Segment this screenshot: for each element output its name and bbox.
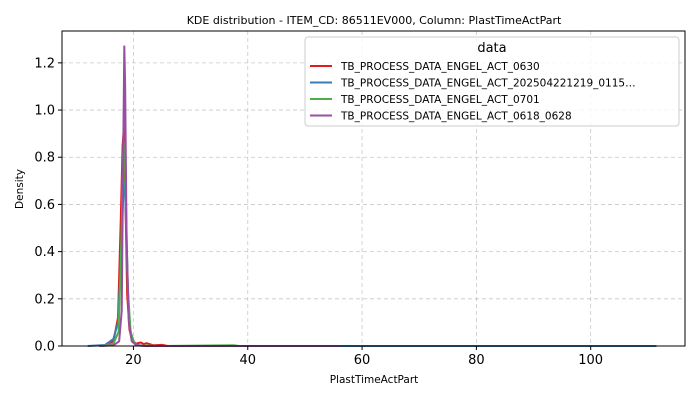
legend-entry-label: TB_PROCESS_DATA_ENGEL_ACT_0630: [340, 61, 540, 73]
legend-frame: [304, 36, 680, 127]
axis-ticks: 20 40 60 80 100 0.0 0.2 0.4 0.6 0.8 1.0 1.2: [34, 56, 603, 368]
series-line-2: [87, 179, 657, 347]
x-tick-label: 80: [468, 353, 485, 368]
y-tick-label: 0.8: [34, 151, 55, 166]
y-tick-label: 1.2: [34, 56, 55, 71]
x-tick-label: 20: [125, 353, 142, 368]
y-tick-label: 0.6: [34, 198, 55, 213]
legend-entry-label: TB_PROCESS_DATA_ENGEL_ACT_202504221219_0…: [340, 78, 636, 90]
x-tick-label: 40: [239, 353, 256, 368]
legend-entry-label: TB_PROCESS_DATA_ENGEL_ACT_0618_0628: [340, 111, 572, 123]
legend: data TB_PROCESS_DATA_ENGEL_ACT_0630TB_PR…: [304, 36, 680, 127]
y-tick-label: 0.2: [34, 292, 55, 307]
y-tick-label: 0.4: [34, 245, 55, 260]
series-line-4: [99, 45, 340, 347]
x-tick-label: 100: [578, 353, 603, 368]
legend-title: data: [477, 41, 506, 56]
y-tick-label: 1.0: [34, 104, 55, 119]
legend-items: TB_PROCESS_DATA_ENGEL_ACT_0630 TB_PROCESS…: [310, 61, 636, 123]
chart-title: KDE distribution - ITEM_CD: 86511EV000, …: [187, 14, 562, 27]
x-tick-label: 60: [354, 353, 371, 368]
series-line-1: [104, 125, 340, 347]
plot-frame: [61, 30, 686, 347]
legend-entry-label: TB_PROCESS_DATA_ENGEL_ACT_0701: [340, 94, 540, 106]
series-line-3: [101, 142, 305, 347]
y-tick-label: 0.0: [34, 340, 55, 355]
x-axis-label: PlastTimeActPart: [330, 374, 419, 386]
y-axis-label: Density: [14, 169, 26, 209]
